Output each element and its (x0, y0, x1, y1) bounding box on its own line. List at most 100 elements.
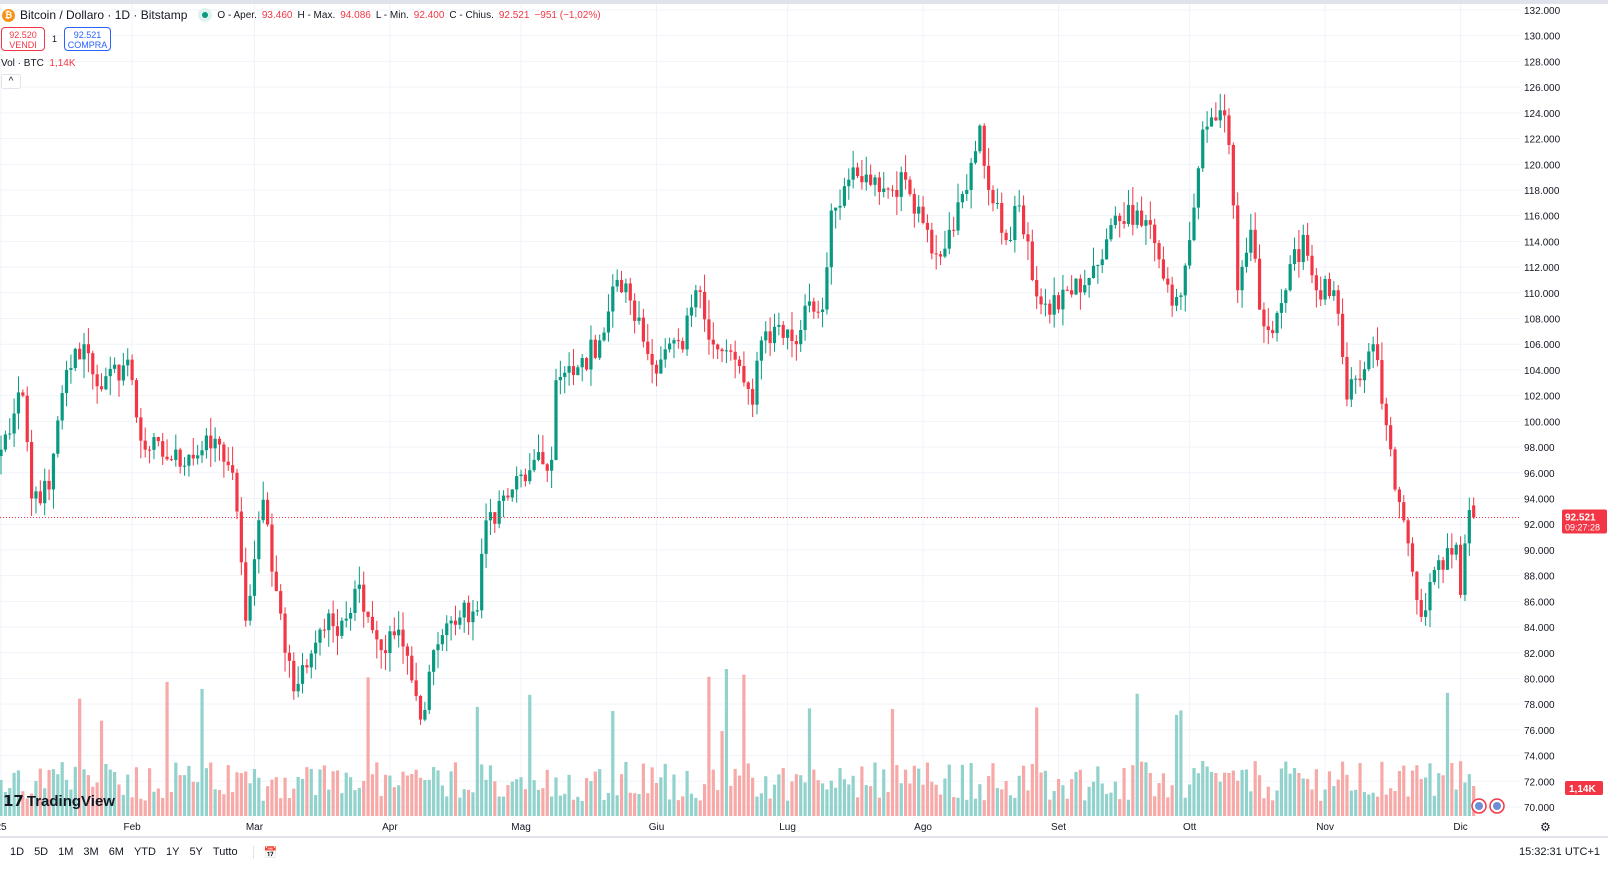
clock[interactable]: 15:32:31 UTC+1 (1518, 846, 1600, 858)
tradingview-logo[interactable]: 𝟭𝟳 TradingView (3, 792, 115, 811)
candle-body (466, 602, 471, 623)
volume-bar (1323, 789, 1327, 816)
buy-button[interactable]: 92.521 COMPRA (64, 27, 112, 51)
buy-price: 92.521 (73, 30, 102, 40)
candle-body (886, 188, 890, 190)
volume-bar (899, 783, 903, 816)
candle-body (1262, 309, 1266, 327)
volume-legend: Vol · BTC 1,14K (1, 58, 76, 69)
volume-bar (606, 793, 611, 816)
range-1d[interactable]: 1D (10, 846, 25, 858)
candle-body (187, 454, 191, 466)
range-ytd[interactable]: YTD (133, 846, 156, 858)
volume-bar (1327, 771, 1332, 816)
volume-bar (908, 783, 912, 816)
candle-body (654, 364, 659, 374)
price-chart[interactable]: 132.000 130.000 128.000 126.000 124.000 122.0… (0, 0, 1608, 837)
volume-bar (1201, 761, 1205, 816)
settings-gear-icon[interactable]: ⚙ (1540, 820, 1551, 834)
range-6m[interactable]: 6M (108, 846, 124, 858)
candle-body (383, 650, 388, 654)
range-5d[interactable]: 5D (34, 846, 49, 858)
candle-body (82, 344, 86, 360)
candle-body (388, 631, 392, 654)
candle-body (523, 474, 527, 482)
volume-bar (934, 784, 938, 816)
volume-bar (405, 775, 410, 816)
candle-body (584, 358, 589, 370)
candle-body (1109, 225, 1113, 240)
candle-body (1231, 144, 1235, 206)
range-1m[interactable]: 1M (58, 846, 74, 858)
candle-body (1074, 278, 1078, 295)
volume-bar (1231, 770, 1235, 816)
volume-bar (598, 769, 602, 816)
y-tick-label: 72.000 (1524, 777, 1555, 788)
volume-bar (0, 779, 3, 816)
sell-button[interactable]: 92.520 VENDI (1, 27, 45, 51)
symbol-title[interactable]: Bitcoin / Dollaro · 1D · Bitstamp (20, 8, 188, 22)
volume-bar (3, 792, 7, 816)
candle-body (724, 350, 729, 352)
volume-bar (1139, 761, 1144, 816)
candle-body (445, 623, 449, 636)
candle-body (960, 193, 964, 203)
candle-body (1105, 239, 1109, 260)
candle-body (825, 267, 829, 310)
volume-bar (1319, 800, 1323, 816)
x-tick-label: Ott (1183, 822, 1197, 833)
candle-body (1083, 285, 1087, 293)
candle-body (820, 309, 825, 313)
y-tick-label: 122.000 (1524, 135, 1561, 146)
volume-bar (506, 785, 510, 816)
candle-body (440, 635, 444, 645)
volume-bar (449, 771, 453, 816)
volume-bar (362, 781, 366, 816)
volume-bar (995, 788, 999, 816)
candle-body (362, 584, 366, 612)
candle-body (1008, 239, 1013, 241)
candle-body (265, 499, 270, 525)
candle-body (169, 459, 174, 461)
volume-bar (820, 783, 825, 816)
y-tick-label: 116.000 (1524, 212, 1560, 223)
range-1y[interactable]: 1Y (165, 846, 180, 858)
candle-body (1362, 369, 1367, 381)
volume-bar (126, 774, 130, 816)
range-3m[interactable]: 3M (83, 846, 99, 858)
candle-body (217, 438, 222, 445)
collapse-legend-button[interactable]: ^ (1, 74, 21, 89)
candle-body (1056, 295, 1061, 310)
candle-body (1393, 449, 1397, 490)
volume-bar (182, 775, 187, 816)
candle-body (943, 248, 947, 257)
candle-body (554, 380, 558, 460)
candle-body (279, 591, 283, 614)
volume-bar (1463, 782, 1467, 816)
candle-body (903, 172, 908, 180)
volume-bar (624, 761, 628, 816)
volume-bar (322, 765, 326, 816)
candle-body (366, 611, 370, 617)
volume-bar (1445, 692, 1450, 816)
x-tick-label: Mar (246, 822, 264, 833)
candle-body (1432, 569, 1436, 583)
volume-bar (628, 792, 632, 816)
candle-body (947, 229, 951, 249)
volume-bar (165, 681, 169, 816)
candle-body (130, 359, 134, 381)
candle-body (908, 179, 912, 195)
candle-body (196, 455, 200, 459)
candle-body (134, 380, 139, 418)
candle-body (519, 474, 523, 477)
calendar-goto-icon[interactable]: 📅 (252, 846, 283, 859)
close-label: C - Chius. (449, 9, 494, 21)
range-all[interactable]: Tutto (212, 846, 238, 858)
volume-bar (1135, 693, 1139, 816)
candle-body (615, 279, 619, 287)
candle-body (672, 340, 676, 344)
volume-bar (952, 797, 956, 816)
volume-badge (1565, 781, 1603, 795)
volume-bar (1275, 790, 1279, 816)
range-5y[interactable]: 5Y (189, 846, 203, 858)
